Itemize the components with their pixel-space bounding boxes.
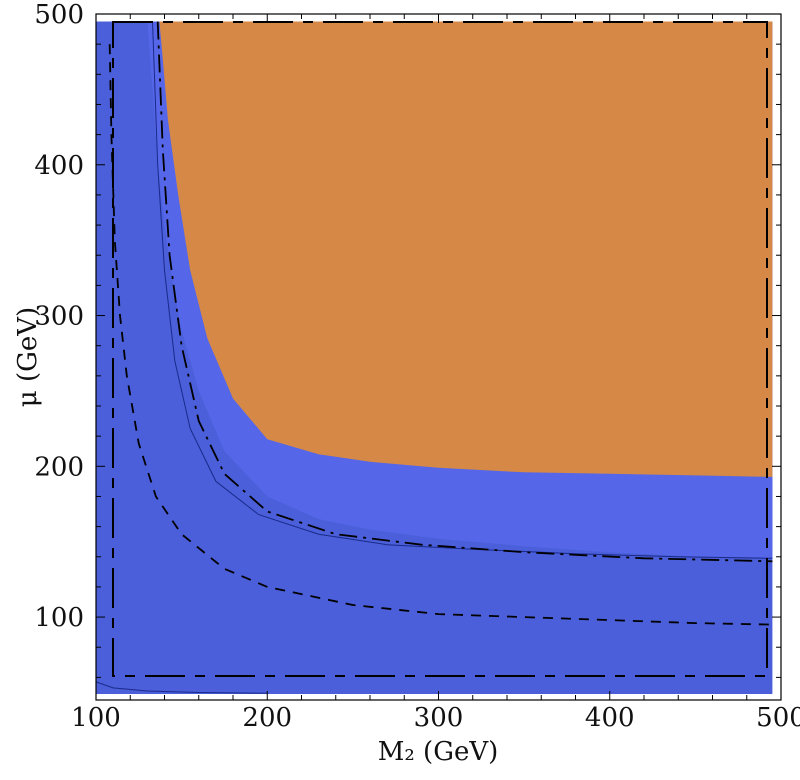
x-tick-label: 100 <box>71 703 121 733</box>
series-line-1 <box>152 21 773 559</box>
y-tick-label: 300 <box>34 302 84 332</box>
series-line-3 <box>95 681 268 694</box>
x-tick-label: 500 <box>756 703 800 733</box>
axis-ticks <box>95 13 782 700</box>
region-1 <box>147 21 773 559</box>
series-line-2 <box>156 21 773 563</box>
region-2 <box>159 21 773 477</box>
y-tick-label: 500 <box>34 0 84 30</box>
y-tick-label: 100 <box>34 603 84 633</box>
x-tick-label: 400 <box>585 703 635 733</box>
chart-regions <box>96 21 773 694</box>
tick-labels: 100 200 300 400 500 100 200 300 400 500 <box>34 0 800 733</box>
x-tick-label: 200 <box>242 703 292 733</box>
x-axis-label: M₂ (GeV) <box>378 737 499 767</box>
y-tick-label: 200 <box>34 452 84 482</box>
series-line-0 <box>108 44 773 626</box>
y-axis-label: μ (GeV) <box>13 307 43 407</box>
x-tick-label: 300 <box>414 703 464 733</box>
region-boundary <box>112 21 768 677</box>
chart-series <box>95 21 773 694</box>
y-tick-label: 400 <box>34 151 84 181</box>
